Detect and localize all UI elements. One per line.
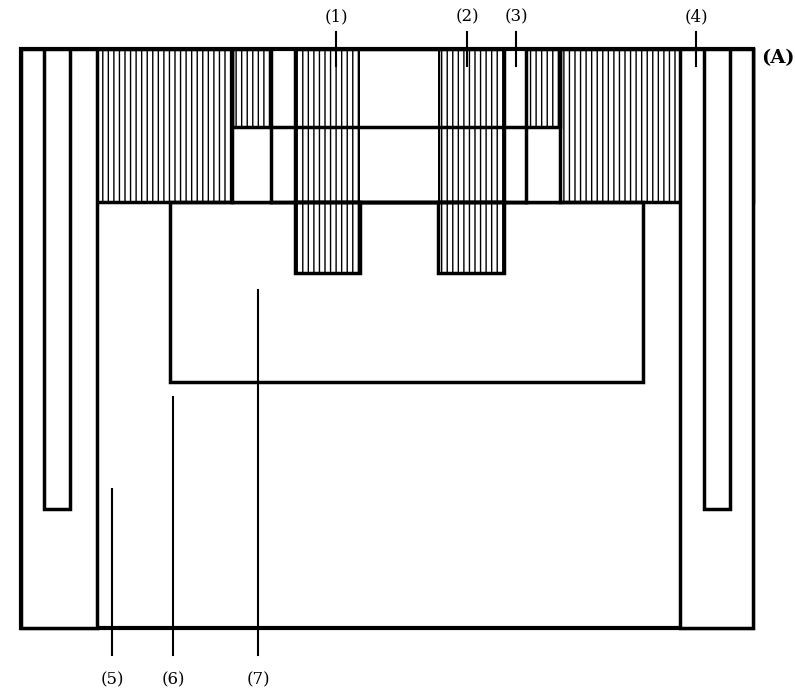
Bar — [295, 202, 360, 273]
Bar — [360, 50, 438, 202]
Text: (4): (4) — [684, 9, 708, 26]
Bar — [44, 50, 70, 509]
Bar — [271, 127, 526, 202]
Bar — [232, 50, 271, 127]
Text: (1): (1) — [324, 9, 348, 26]
Text: (6): (6) — [161, 671, 185, 688]
Text: (3): (3) — [504, 9, 528, 26]
Bar — [21, 50, 753, 628]
Bar — [526, 50, 560, 127]
Text: (5): (5) — [100, 671, 124, 688]
Bar — [704, 50, 731, 509]
Bar — [295, 50, 360, 202]
Bar — [21, 50, 753, 202]
Text: (A): (A) — [761, 50, 794, 67]
Bar — [21, 50, 98, 628]
Bar — [438, 202, 505, 273]
Text: (2): (2) — [456, 9, 479, 26]
Bar — [680, 50, 753, 628]
Text: (7): (7) — [246, 671, 270, 688]
Bar — [232, 50, 560, 202]
Bar — [438, 50, 505, 202]
Bar — [170, 202, 643, 383]
